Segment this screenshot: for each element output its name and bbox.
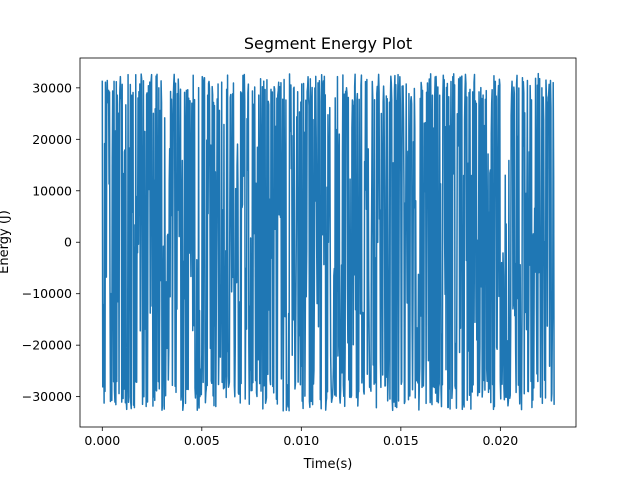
y-axis-label: Energy (J) [0,210,12,274]
y-tick-label: 30000 [32,80,72,95]
chart-title: Segment Energy Plot [244,34,412,53]
x-tick-label: 0.010 [283,433,319,448]
x-tick-label: 0.015 [383,433,419,448]
y-axis: −30000 −20000 −10000 0 10000 20000 30000 [22,80,80,404]
plot-area [79,57,577,428]
series-layer [101,72,555,412]
series-line [101,72,555,412]
y-tick-label: −30000 [22,389,72,404]
y-tick-label: 0 [64,235,72,250]
y-tick-label: 20000 [32,132,72,147]
y-tick-label: −10000 [22,286,72,301]
x-tick-label: 0.020 [482,433,518,448]
y-tick-label: 10000 [32,183,72,198]
x-tick-label: 0.005 [184,433,220,448]
y-tick-label: −20000 [22,338,72,353]
x-tick-label: 0.000 [84,433,120,448]
x-axis-label: Time(s) [303,457,353,472]
x-axis: 0.000 0.005 0.010 0.015 0.020 [84,427,518,448]
